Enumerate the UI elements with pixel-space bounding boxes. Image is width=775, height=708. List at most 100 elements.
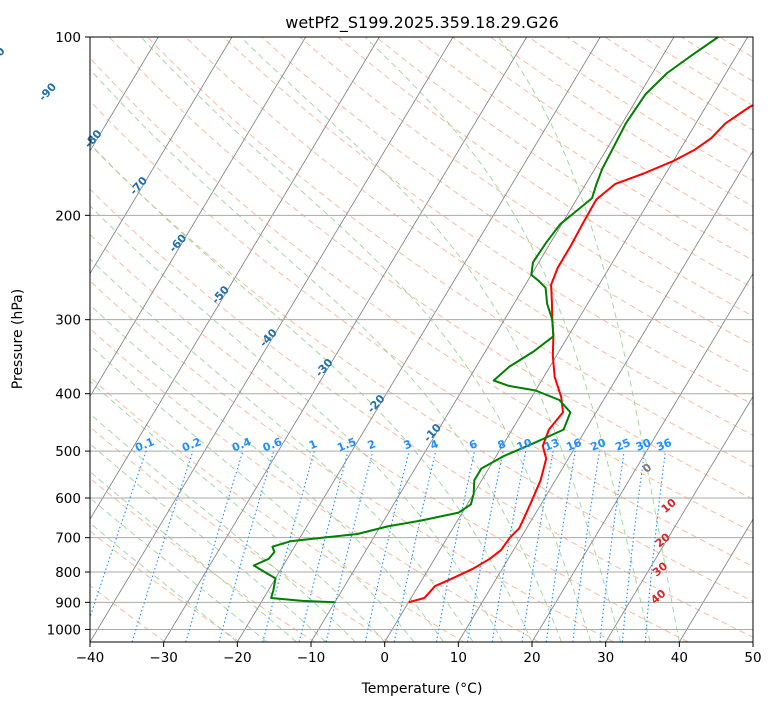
moist-adiabat [90, 68, 562, 642]
dry-adiabat [90, 280, 614, 642]
dry-adiabat [146, 37, 753, 468]
dry-adiabat [90, 100, 753, 567]
dry-adiabat [90, 530, 241, 642]
moist-adiabat [90, 413, 356, 642]
mixing-ratio-line [572, 451, 601, 642]
isotherm-line [90, 37, 307, 398]
dry-adiabat [261, 37, 753, 375]
mixing-ratio-line [218, 450, 275, 642]
isotherm-line [90, 37, 454, 642]
isotherm-line [531, 272, 753, 642]
y-tick-label: 700 [55, 531, 81, 547]
mixing-ratio-label: 36 [655, 436, 674, 454]
x-tick-label: −30 [149, 650, 178, 666]
mixing-ratio-label: 16 [564, 436, 583, 454]
moist-adiabat [90, 205, 503, 642]
moist-adiabat [90, 258, 474, 642]
isotherm-line [163, 37, 528, 642]
dry-adiabat [90, 376, 465, 642]
chart-title: wetPf2_S199.2025.359.18.29.G26 [285, 13, 559, 33]
series-temperature-line [408, 104, 753, 604]
mixing-ratio-line [545, 451, 576, 642]
isotherm-line [90, 37, 233, 275]
y-tick-label: 900 [55, 595, 81, 611]
mixing-ratio-label: 20 [589, 436, 608, 454]
mixing-ratio-line [621, 451, 646, 642]
y-tick-label: 400 [55, 387, 81, 403]
x-tick-label: −20 [223, 650, 252, 666]
isotherm-label: -90 [36, 80, 59, 104]
mixing-ratio-line [521, 451, 554, 642]
y-tick-label: 600 [55, 491, 81, 507]
isotherm-line [310, 37, 675, 642]
dry-adiabat [90, 584, 166, 642]
series-dewpoint-line [252, 37, 719, 604]
moist-adiabat [240, 37, 621, 642]
isotherm-line [678, 518, 753, 642]
mixing-ratio-line [298, 450, 349, 642]
y-tick-label: 500 [55, 444, 81, 460]
x-tick-label: −40 [76, 650, 105, 666]
isotherm-line [90, 37, 159, 152]
dry-adiabat [90, 477, 315, 642]
mixing-ratio-label: 2 [366, 437, 378, 452]
moist-adiabat [364, 37, 651, 642]
x-tick-label: −10 [297, 650, 326, 666]
moist-adiabat [90, 304, 444, 642]
dry-adiabat [90, 143, 753, 602]
mixing-ratio-label: 1 [307, 437, 319, 452]
mixing-ratio-label: 10 [515, 436, 534, 454]
y-tick-label: 1000 [47, 622, 81, 638]
moist-adiabat [497, 37, 680, 642]
y-tick-label: 800 [55, 565, 81, 581]
y-tick-label: 100 [55, 30, 81, 46]
dry-adiabat [758, 37, 775, 642]
x-axis-label: Temperature (°C) [361, 681, 483, 697]
x-tick-label: 40 [671, 650, 688, 666]
mixing-ratio-line [131, 450, 194, 642]
moist-adiabat [90, 380, 386, 642]
mixing-ratio-line [644, 451, 666, 642]
mixing-ratio-label: 8 [496, 437, 508, 452]
plot-background [90, 37, 753, 642]
mixing-ratio-line [185, 450, 244, 642]
isotherm-line [384, 37, 749, 642]
plot-frame [89, 36, 754, 643]
mixing-ratio-line [364, 450, 410, 642]
mixing-ratio-label: 30 [634, 436, 653, 454]
moist-adiabat [90, 142, 533, 642]
y-tick-label: 300 [55, 313, 81, 329]
data-series [252, 37, 753, 604]
moist-adiabat [90, 471, 297, 642]
dry-adiabat [299, 37, 753, 346]
dry-adiabat [90, 426, 390, 642]
mixing-ratio-label: 13 [542, 436, 561, 454]
mixing-ratio-label: 3 [402, 437, 414, 452]
mixing-ratio-line [262, 450, 315, 642]
mixing-ratio-line [325, 450, 374, 642]
x-tick-label: 20 [523, 650, 540, 666]
mixing-ratio-line [599, 451, 625, 642]
dry-adiabat [90, 233, 689, 642]
x-tick-label: 10 [450, 650, 467, 666]
axes-ticks: −40 −30 −20 −10 0 10 20 30 40 50 1000 900 800 700 600 5… [47, 30, 762, 666]
moist-adiabat [140, 37, 592, 642]
x-tick-label: 30 [597, 650, 614, 666]
y-tick-label: 200 [55, 208, 81, 224]
x-tick-label: 0 [380, 650, 389, 666]
background-lines [90, 37, 775, 642]
moist-adiabat [90, 443, 327, 642]
dry-adiabat [90, 57, 753, 533]
isotherm-line [752, 641, 753, 642]
isotherm-line [605, 395, 753, 642]
dry-adiabat [90, 327, 540, 642]
x-tick-label: 50 [744, 650, 761, 666]
isotherm-line [90, 37, 380, 521]
isotherm-line [457, 150, 753, 642]
mixing-ratio-line [393, 450, 437, 642]
isotherm-label: -100 [0, 44, 8, 73]
mixing-ratio-label: 25 [613, 436, 632, 454]
y-axis-label: Pressure (hPa) [10, 289, 26, 389]
dry-adiabat [108, 37, 753, 500]
